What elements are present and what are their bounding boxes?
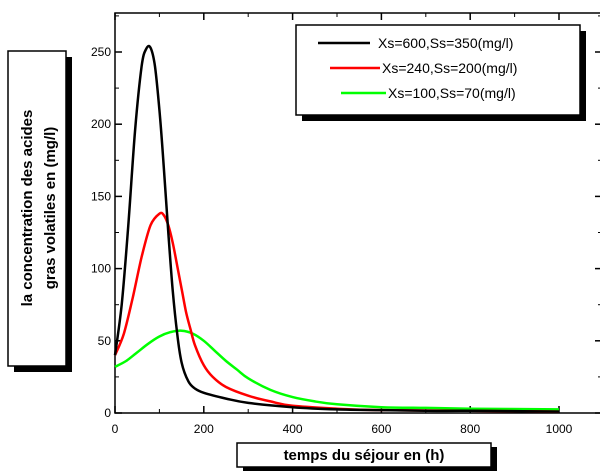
- y-tick-label: 200: [91, 117, 111, 131]
- y-tick-label: 0: [104, 406, 111, 420]
- legend-items: Xs=600,Ss=350(mg/l) Xs=240,Ss=200(mg/l) Xs…: [318, 35, 517, 101]
- series-line-1: [113, 44, 560, 413]
- x-axis-title: temps du séjour en (h): [236, 442, 497, 471]
- y-axis-title: la concentration des acides gras volatil…: [7, 50, 72, 372]
- legend-label: Xs=100,Ss=70(mg/l): [388, 85, 516, 101]
- legend-label: Xs=600,Ss=350(mg/l): [378, 35, 513, 51]
- series-line-3: [114, 329, 560, 411]
- y-axis-title-line1: la concentration des acides: [19, 110, 36, 307]
- legend: Xs=600,Ss=350(mg/l) Xs=240,Ss=200(mg/l) Xs…: [295, 24, 586, 121]
- x-tick-label: 1000: [546, 422, 573, 436]
- y-axis-title-line2: gras volatiles en (mg/l): [42, 127, 59, 290]
- y-tick-label: 250: [91, 45, 111, 59]
- legend-label: Xs=240,Ss=200(mg/l): [382, 60, 517, 76]
- series-lines: [113, 44, 560, 413]
- x-tick-label: 600: [371, 422, 391, 436]
- legend-box: [295, 24, 581, 116]
- plot-frame: [114, 12, 600, 414]
- y-tick-label: 150: [91, 189, 111, 203]
- x-title-box: [236, 442, 492, 468]
- y-tick-label: 100: [91, 262, 111, 276]
- x-tick-label: 0: [112, 422, 119, 436]
- x-tick-label: 200: [194, 422, 214, 436]
- series-line-2: [113, 211, 560, 413]
- y-tick-label: 50: [98, 334, 112, 348]
- y-title-box: [7, 50, 67, 367]
- x-tick-label: 800: [460, 422, 480, 436]
- x-axis-title-text: temps du séjour en (h): [284, 447, 445, 464]
- x-tick-label: 400: [283, 422, 303, 436]
